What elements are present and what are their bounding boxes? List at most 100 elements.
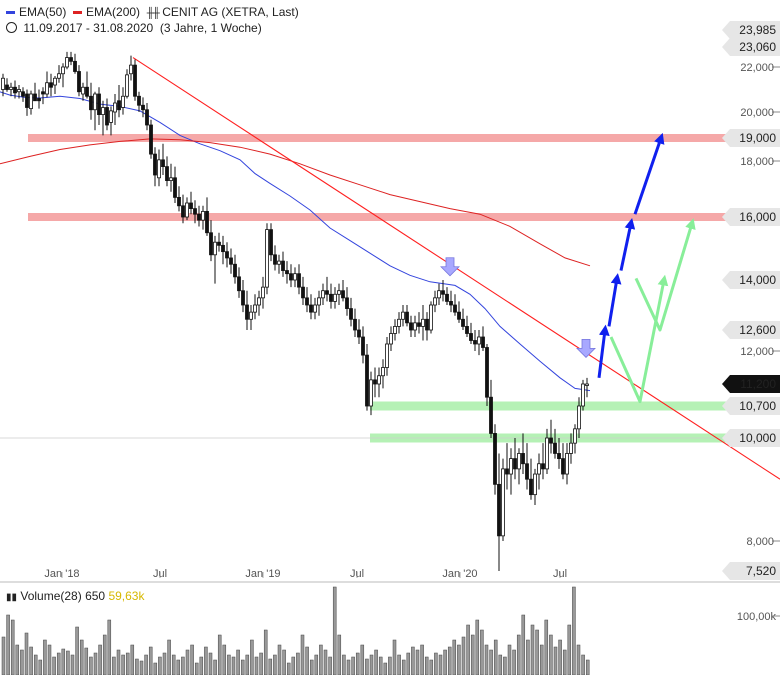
candle: [41, 87, 45, 105]
candle-body: [137, 95, 141, 106]
volume-bar: [112, 656, 116, 675]
volume-bar: [121, 654, 125, 675]
candle-body: [325, 290, 329, 295]
candle: [273, 245, 277, 271]
volume-bar: [475, 619, 480, 675]
volume-bar: [328, 656, 332, 675]
candle-body: [413, 322, 417, 331]
candle: [473, 330, 477, 351]
instrument-name[interactable]: CENIT AG (XETRA, Last): [162, 5, 299, 19]
candle-body: [129, 64, 133, 75]
candle-body: [405, 311, 409, 324]
projection-layer: [440, 132, 696, 404]
volume-bar: [420, 644, 424, 675]
ema50-legend[interactable]: EMA(50): [6, 5, 66, 19]
volume-bar: [503, 656, 507, 675]
candle: [133, 59, 137, 101]
candle: [81, 82, 85, 101]
price-level-label: 16,000: [739, 210, 776, 224]
candle-body: [401, 311, 405, 320]
candle: [441, 280, 445, 302]
candle-body: [409, 322, 413, 331]
candle: [297, 264, 301, 295]
volume-bar: [401, 659, 406, 675]
interval[interactable]: (3 Jahre, 1 Woche): [159, 21, 262, 35]
candle: [201, 205, 205, 230]
volume-bar: [273, 654, 277, 675]
candle: [257, 290, 261, 316]
volume-bar: [38, 659, 43, 675]
candle-body: [121, 95, 125, 108]
volume-bar: [29, 646, 33, 675]
candle-body: [157, 159, 161, 179]
volume-bar: [461, 636, 466, 675]
candle-body: [197, 213, 201, 221]
candle-body: [425, 318, 429, 331]
y-tick-label: 12,000: [740, 346, 774, 358]
candle-body: [73, 60, 77, 72]
volume-bar: [512, 649, 516, 675]
volume-bar: [185, 649, 190, 675]
candle-body: [489, 396, 493, 434]
volume-bar: [33, 654, 38, 675]
volume-bar: [314, 654, 319, 675]
candle: [349, 297, 353, 327]
volume-bar: [553, 646, 558, 675]
volume-bar: [139, 660, 144, 675]
candle: [485, 344, 489, 406]
candle-body: [61, 66, 65, 75]
candle: [265, 223, 269, 295]
candle-body: [397, 318, 401, 327]
candle: [29, 90, 33, 115]
y-tick-label: 18,000: [740, 156, 774, 168]
volume-bar: [526, 639, 530, 675]
volume-bar: [378, 656, 383, 675]
volume-bar: [20, 649, 24, 675]
candle: [521, 433, 525, 475]
volume-bar: [89, 656, 93, 675]
candle-body: [305, 297, 309, 306]
volume-label[interactable]: Volume(28): [20, 589, 82, 603]
volume-bar: [406, 652, 411, 675]
ema200-legend[interactable]: EMA(200): [73, 5, 140, 19]
price-level-label: 19,000: [739, 131, 776, 145]
candle: [57, 65, 61, 83]
price-level-label: 11,200: [740, 377, 776, 391]
volume-bar: [424, 656, 429, 675]
date-range[interactable]: 11.09.2017 - 31.08.2020: [23, 21, 154, 35]
candle-body: [505, 468, 509, 475]
candle-body: [53, 77, 57, 86]
volume-bar: [342, 654, 346, 675]
candle-body: [585, 383, 589, 386]
candle: [361, 326, 365, 364]
candle-body: [569, 442, 573, 454]
candle-body: [537, 463, 541, 475]
legend-row: EMA(50) EMA(200) ╫╫ CENIT AG (XETRA, Las…: [6, 5, 299, 19]
candle-body: [557, 453, 561, 460]
candle-body: [493, 433, 497, 485]
candle: [289, 264, 293, 288]
candle: [353, 308, 357, 337]
volume-bar: [259, 652, 263, 675]
candle-body: [393, 326, 397, 334]
candle-body: [225, 251, 229, 259]
candle: [581, 379, 585, 411]
candle: [193, 200, 197, 224]
price-level-box: [722, 397, 780, 415]
candle: [53, 76, 57, 94]
candle-body: [517, 453, 521, 470]
candlestick-icon: ╫╫: [146, 8, 160, 19]
volume-bar: [411, 646, 415, 675]
candle-body: [145, 109, 149, 126]
volume-bar: [116, 649, 121, 675]
down-arrow-marker: [576, 338, 596, 358]
volume-bar: [84, 647, 89, 675]
volume-bar: [167, 639, 171, 675]
candle-body: [173, 177, 177, 198]
volume-bar: [434, 652, 438, 675]
candle: [317, 290, 321, 316]
volume-bar: [190, 644, 194, 675]
volume-bar: [415, 649, 420, 675]
ema200-label: EMA(200): [86, 5, 141, 19]
